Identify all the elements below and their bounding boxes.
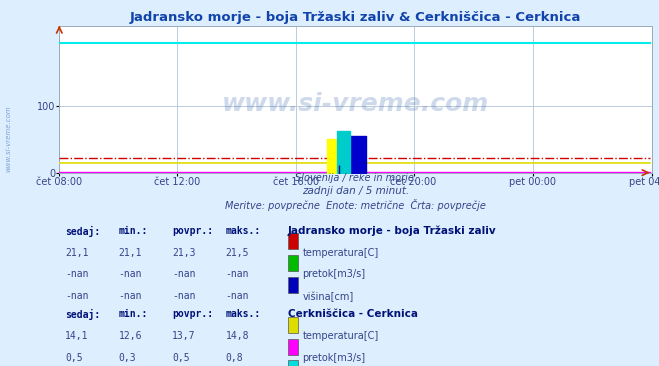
Bar [287, 317, 299, 333]
Text: Meritve: povprečne  Enote: metrične  Črta: povprečje: Meritve: povprečne Enote: metrične Črta:… [225, 199, 486, 211]
Bar [287, 255, 299, 271]
Text: 14,1: 14,1 [65, 331, 89, 341]
Text: -nan: -nan [225, 291, 249, 301]
Text: -nan: -nan [225, 269, 249, 279]
Text: -nan: -nan [172, 269, 196, 279]
Text: zadnji dan / 5 minut.: zadnji dan / 5 minut. [302, 186, 409, 196]
Text: -nan: -nan [119, 291, 142, 301]
Text: povpr.:: povpr.: [172, 226, 213, 236]
Bar [287, 339, 299, 355]
Text: pretok[m3/s]: pretok[m3/s] [302, 269, 366, 279]
Text: temperatura[C]: temperatura[C] [302, 331, 379, 341]
Text: Jadransko morje - boja Tržaski zaliv: Jadransko morje - boja Tržaski zaliv [287, 226, 496, 236]
Text: 0,8: 0,8 [225, 353, 243, 363]
Text: min.:: min.: [119, 309, 148, 319]
Text: 21,3: 21,3 [172, 247, 196, 258]
Bar [287, 277, 299, 293]
Text: 12,6: 12,6 [119, 331, 142, 341]
Bar [287, 361, 299, 366]
Bar [287, 234, 299, 250]
Text: 0,3: 0,3 [119, 353, 136, 363]
Text: www.si-vreme.com: www.si-vreme.com [222, 92, 490, 116]
Text: -nan: -nan [65, 291, 89, 301]
Text: 21,5: 21,5 [225, 247, 249, 258]
Text: temperatura[C]: temperatura[C] [302, 247, 379, 258]
Text: -nan: -nan [172, 291, 196, 301]
Text: -nan: -nan [65, 269, 89, 279]
Text: maks.:: maks.: [225, 226, 260, 236]
Text: pretok[m3/s]: pretok[m3/s] [302, 353, 366, 363]
Text: min.:: min.: [119, 226, 148, 236]
Text: Cerkniščica - Cerknica: Cerkniščica - Cerknica [287, 309, 418, 319]
Text: maks.:: maks.: [225, 309, 260, 319]
Text: 21,1: 21,1 [65, 247, 89, 258]
Text: povpr.:: povpr.: [172, 309, 213, 319]
Text: sedaj:: sedaj: [65, 226, 100, 237]
Text: 14,8: 14,8 [225, 331, 249, 341]
Text: 0,5: 0,5 [65, 353, 83, 363]
Title: Jadransko morje - boja Tržaski zaliv & Cerkniščica - Cerknica: Jadransko morje - boja Tržaski zaliv & C… [130, 11, 581, 25]
Text: 21,1: 21,1 [119, 247, 142, 258]
Text: 0,5: 0,5 [172, 353, 190, 363]
Text: -nan: -nan [119, 269, 142, 279]
Text: 13,7: 13,7 [172, 331, 196, 341]
Text: www.si-vreme.com: www.si-vreme.com [5, 106, 11, 172]
Text: Slovenija / reke in morje.: Slovenija / reke in morje. [295, 173, 417, 183]
Text: sedaj:: sedaj: [65, 309, 100, 320]
Text: višina[cm]: višina[cm] [302, 291, 354, 302]
